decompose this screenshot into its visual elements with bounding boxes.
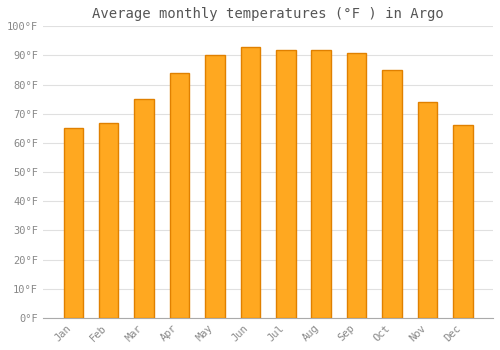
Bar xyxy=(347,52,366,318)
Bar xyxy=(205,55,225,318)
Bar xyxy=(453,125,472,318)
Bar xyxy=(418,102,437,318)
Bar xyxy=(382,70,402,318)
Bar xyxy=(240,47,260,318)
Bar xyxy=(99,122,118,318)
Title: Average monthly temperatures (°F ) in Argo: Average monthly temperatures (°F ) in Ar… xyxy=(92,7,444,21)
Bar xyxy=(276,50,295,318)
Bar xyxy=(312,50,331,318)
Bar xyxy=(134,99,154,318)
Bar xyxy=(170,73,189,318)
Bar xyxy=(64,128,83,318)
